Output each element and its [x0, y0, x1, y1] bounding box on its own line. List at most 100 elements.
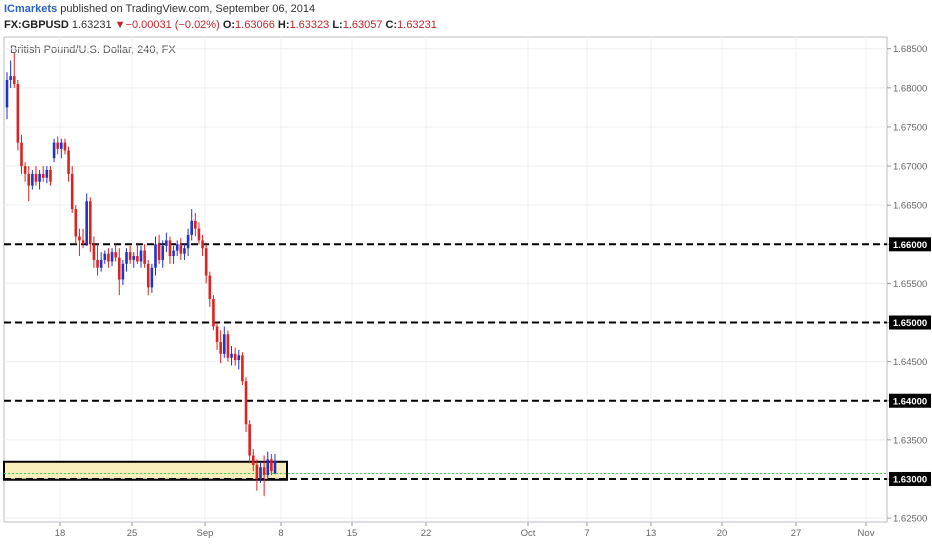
candle-body[interactable]: [201, 240, 204, 249]
y-tick-label: 1.65500: [893, 279, 927, 290]
candle-body[interactable]: [9, 76, 12, 81]
candle-body[interactable]: [183, 248, 186, 254]
y-tick-label: 1.63500: [893, 435, 927, 446]
candle-body[interactable]: [150, 267, 154, 288]
candle-body[interactable]: [78, 236, 81, 241]
candle-body[interactable]: [237, 355, 241, 361]
x-tick-label: 18: [55, 528, 66, 539]
candle-body[interactable]: [154, 244, 157, 268]
candle-body[interactable]: [92, 244, 96, 260]
candle-body[interactable]: [259, 467, 262, 479]
y-tick-label: 1.64000: [893, 396, 927, 407]
candle-body[interactable]: [194, 220, 197, 229]
candle-body[interactable]: [266, 459, 270, 476]
candle-body[interactable]: [128, 252, 132, 260]
candle-body[interactable]: [219, 342, 222, 354]
author-link[interactable]: ICmarkets: [4, 3, 58, 15]
candle-body[interactable]: [96, 259, 99, 268]
candle-body[interactable]: [197, 228, 201, 241]
candle-body[interactable]: [226, 334, 230, 358]
open-label: O:: [222, 19, 236, 31]
chart-title: British Pound/U.S. Dollar, 240, FX: [10, 44, 176, 56]
symbol-label[interactable]: FX:GBPUSD: [4, 19, 69, 31]
candle-body[interactable]: [52, 142, 56, 159]
candle-body[interactable]: [222, 334, 226, 354]
candle-body[interactable]: [143, 250, 146, 264]
candle-body[interactable]: [233, 353, 237, 361]
candle-body[interactable]: [244, 381, 248, 425]
candle-body[interactable]: [273, 460, 277, 474]
candle-body[interactable]: [139, 250, 143, 262]
candle-body[interactable]: [121, 263, 125, 280]
candle-body[interactable]: [215, 326, 219, 343]
candle-body[interactable]: [5, 80, 9, 108]
candle-body[interactable]: [241, 355, 244, 382]
candle-body[interactable]: [262, 467, 266, 476]
y-tick-label: 1.62500: [893, 514, 927, 525]
x-tick-label: 15: [347, 528, 358, 539]
x-tick-label: 22: [421, 528, 432, 539]
open-value: 1.63066: [235, 19, 275, 31]
candle-body[interactable]: [107, 253, 110, 262]
candle-body[interactable]: [63, 142, 67, 151]
candle-body[interactable]: [12, 76, 16, 84]
candle-body[interactable]: [70, 173, 74, 210]
publish-line: ICmarkets published on TradingView.com, …: [4, 3, 315, 15]
candle-body[interactable]: [270, 459, 273, 472]
candle-body[interactable]: [168, 240, 172, 257]
candle-body[interactable]: [81, 240, 85, 245]
candle-body[interactable]: [114, 252, 117, 258]
price-level-badge: [889, 237, 931, 252]
candle-body[interactable]: [110, 252, 114, 262]
candle-body[interactable]: [49, 169, 52, 182]
x-tick-label: 7: [584, 528, 589, 539]
candle-body[interactable]: [157, 244, 161, 260]
candle-body[interactable]: [38, 173, 41, 182]
candle-body[interactable]: [16, 83, 20, 143]
published-text: published on TradingView.com, September …: [60, 3, 316, 15]
y-tick-label: 1.68000: [893, 83, 927, 94]
x-tick-label: 27: [791, 528, 802, 539]
candle-body[interactable]: [31, 173, 34, 186]
candle-body[interactable]: [99, 259, 103, 268]
candle-body[interactable]: [56, 142, 60, 149]
candle-body[interactable]: [161, 245, 165, 260]
y-tick-label: 1.64500: [893, 357, 927, 368]
candle-body[interactable]: [88, 201, 92, 245]
candle-body[interactable]: [251, 455, 255, 465]
candle-body[interactable]: [74, 209, 78, 237]
candle-body[interactable]: [34, 173, 38, 182]
candle-body[interactable]: [146, 263, 150, 288]
candle-body[interactable]: [136, 256, 139, 262]
candle-body[interactable]: [208, 275, 212, 300]
candle-body[interactable]: [255, 464, 259, 479]
candle-body[interactable]: [67, 150, 70, 174]
candle-body[interactable]: [117, 257, 121, 280]
x-tick-label: 25: [127, 528, 138, 539]
candle-body[interactable]: [45, 169, 49, 178]
x-tick-label: Sep: [197, 528, 214, 539]
candle-body[interactable]: [27, 173, 31, 186]
candle-body[interactable]: [190, 220, 194, 235]
candle-body[interactable]: [212, 299, 215, 327]
candle-body[interactable]: [41, 173, 45, 178]
candle-body[interactable]: [103, 253, 107, 260]
candle-body[interactable]: [175, 244, 179, 251]
support-zone-box[interactable]: [3, 460, 288, 481]
x-tick-label: 20: [717, 528, 728, 539]
candle-body[interactable]: [20, 142, 23, 167]
candle-body[interactable]: [230, 353, 233, 358]
plot-area[interactable]: [3, 36, 888, 523]
candle-body[interactable]: [125, 252, 128, 264]
candle-body[interactable]: [132, 256, 136, 260]
candle-body[interactable]: [85, 201, 88, 245]
candle-body[interactable]: [248, 424, 251, 456]
candle-body[interactable]: [172, 250, 175, 257]
candle-body[interactable]: [23, 166, 27, 174]
candle-body[interactable]: [204, 248, 208, 276]
candle-body[interactable]: [179, 244, 183, 254]
candle-body[interactable]: [165, 240, 168, 246]
candle-body[interactable]: [186, 234, 190, 249]
candle-body[interactable]: [60, 142, 63, 149]
